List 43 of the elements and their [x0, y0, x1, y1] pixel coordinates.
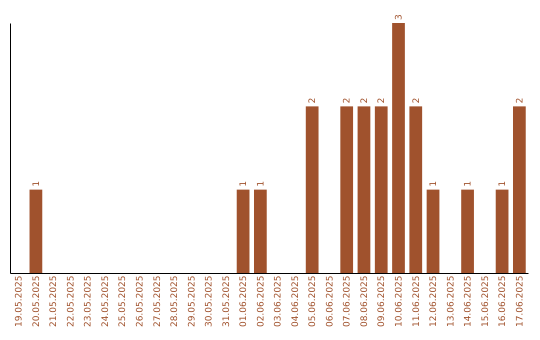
- x-tick-label: 08.06.2025: [360, 276, 370, 328]
- x-tick-label: 10.06.2025: [394, 276, 404, 328]
- x-tick-label: 28.05.2025: [170, 276, 180, 328]
- data-label: 1: [429, 180, 440, 187]
- data-label: 3: [394, 14, 404, 20]
- data-label: 2: [342, 98, 353, 104]
- data-label: 1: [464, 180, 474, 187]
- x-tick-label: 04.06.2025: [290, 276, 301, 328]
- x-tick-label: 09.06.2025: [377, 276, 388, 328]
- data-label: 2: [308, 98, 318, 104]
- x-tick-label: 24.05.2025: [100, 276, 111, 328]
- data-label: 1: [239, 180, 250, 187]
- data-label: 1: [498, 180, 508, 187]
- data-label: 2: [360, 98, 370, 104]
- x-tick-label: 22.05.2025: [66, 276, 76, 328]
- x-tick-label: 19.05.2025: [14, 276, 25, 328]
- x-tick-label: 20.05.2025: [32, 276, 42, 328]
- x-tick-label: 30.05.2025: [204, 276, 215, 328]
- x-tick-label: 25.05.2025: [118, 276, 128, 328]
- data-label: 1: [256, 180, 266, 187]
- x-tick-label: 21.05.2025: [49, 276, 60, 328]
- x-tick-label: 01.06.2025: [239, 276, 250, 328]
- x-tick-label: 05.06.2025: [308, 276, 318, 328]
- data-label: 2: [515, 98, 526, 104]
- x-tick-label: 27.05.2025: [152, 276, 163, 328]
- x-tick-label: 14.06.2025: [464, 276, 474, 328]
- x-tick-label: 26.05.2025: [136, 276, 146, 328]
- data-label: 2: [377, 98, 388, 104]
- x-tick-label: 06.06.2025: [325, 276, 336, 328]
- x-tick-label: 16.06.2025: [498, 276, 508, 328]
- x-tick-label: 11.06.2025: [412, 276, 422, 328]
- x-tick-label: 03.06.2025: [274, 276, 284, 328]
- data-label: 1: [32, 180, 42, 187]
- x-tick-label: 17.06.2025: [515, 276, 526, 328]
- x-tick-label: 13.06.2025: [446, 276, 456, 328]
- x-tick-label: 12.06.2025: [429, 276, 440, 328]
- x-tick-label: 07.06.2025: [342, 276, 353, 328]
- x-tick-label: 23.05.2025: [84, 276, 94, 328]
- x-tick-label: 31.05.2025: [222, 276, 232, 328]
- x-tick-label: 15.06.2025: [480, 276, 491, 328]
- x-tick-label: 02.06.2025: [256, 276, 266, 328]
- x-tick-label: 29.05.2025: [187, 276, 198, 328]
- data-label: 2: [412, 98, 422, 104]
